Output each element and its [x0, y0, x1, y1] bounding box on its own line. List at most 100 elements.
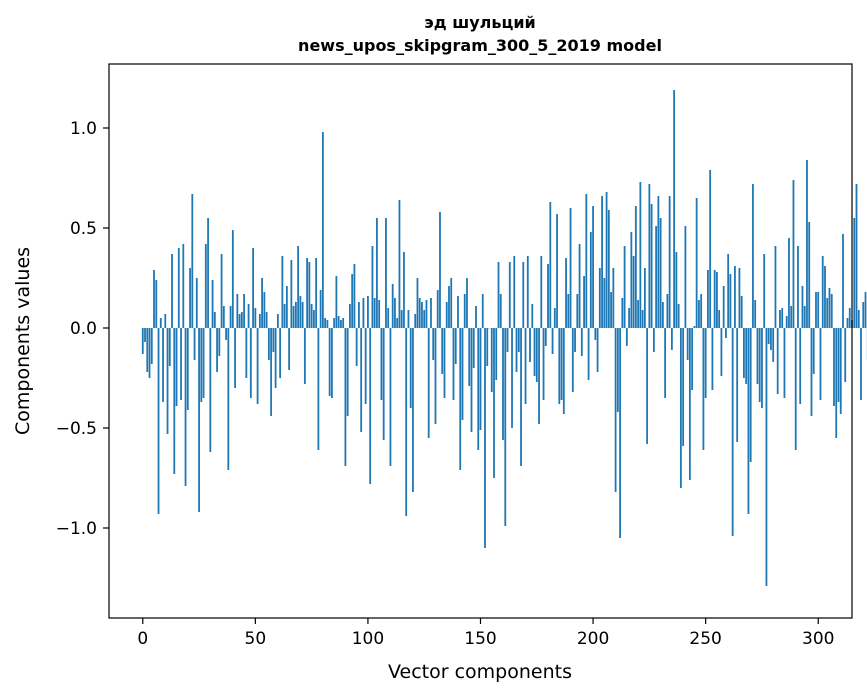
bar-149 — [477, 328, 480, 450]
bar-136 — [448, 286, 450, 328]
bar-151 — [481, 294, 484, 328]
bar-293 — [801, 286, 804, 328]
bar-248 — [700, 294, 703, 328]
bar-1 — [144, 328, 146, 342]
bar-176 — [538, 328, 540, 424]
bar-320 — [862, 302, 865, 328]
bar-186 — [560, 328, 563, 400]
bar-272 — [754, 300, 757, 328]
bar-233 — [666, 294, 669, 328]
bar-196 — [583, 276, 585, 328]
bar-270 — [749, 328, 752, 462]
bar-17 — [180, 328, 182, 400]
bar-146 — [470, 328, 473, 432]
bar-90 — [344, 328, 347, 466]
bar-168 — [520, 328, 522, 466]
bar-107 — [382, 328, 385, 440]
y-axis-label: Components values — [12, 247, 34, 435]
bar-304 — [826, 298, 829, 328]
bar-54 — [263, 292, 266, 328]
bar-197 — [585, 194, 588, 328]
bar-259 — [725, 328, 727, 338]
bar-287 — [788, 238, 790, 328]
bar-316 — [853, 218, 856, 328]
bar-61 — [279, 328, 282, 378]
x-axis-ticks: 0 50 100 150 200 250 300 — [137, 618, 834, 649]
bar-234 — [668, 196, 671, 328]
bar-13 — [171, 254, 173, 328]
bar-32 — [213, 312, 216, 328]
bar-42 — [236, 294, 239, 328]
bar-97 — [360, 328, 363, 432]
bar-79 — [319, 290, 322, 328]
bar-210 — [614, 328, 617, 492]
y-tick-label: 0.5 — [70, 219, 97, 239]
bar-292 — [799, 328, 802, 404]
bar-297 — [810, 328, 813, 416]
bar-9 — [162, 328, 164, 402]
bar-46 — [245, 328, 248, 378]
bar-16 — [177, 248, 180, 328]
bar-51 — [256, 328, 259, 404]
bar-68 — [294, 302, 297, 328]
bar-244 — [691, 328, 694, 390]
bar-29 — [207, 218, 209, 328]
bar-56 — [267, 328, 270, 360]
bar-296 — [808, 222, 811, 328]
bar-45 — [243, 294, 245, 328]
chart-title-line1: эд шульций — [424, 13, 536, 32]
bar-36 — [222, 306, 225, 328]
bar-230 — [659, 218, 662, 328]
bar-298 — [812, 328, 815, 374]
bar-160 — [502, 328, 504, 440]
bar-271 — [752, 184, 754, 328]
bar-0 — [141, 328, 144, 354]
bar-213 — [621, 298, 624, 328]
bar-2 — [146, 328, 149, 372]
bar-240 — [682, 328, 685, 446]
bar-78 — [317, 328, 320, 450]
bar-209 — [612, 268, 615, 328]
bar-235 — [670, 328, 673, 350]
bar-284 — [781, 308, 784, 328]
bar-190 — [569, 208, 572, 328]
bar-193 — [576, 294, 579, 328]
bar-278 — [767, 328, 770, 344]
bar-67 — [292, 306, 295, 328]
bar-289 — [792, 180, 795, 328]
bar-69 — [297, 246, 300, 328]
bar-71 — [301, 302, 304, 328]
bar-279 — [770, 328, 772, 350]
bar-307 — [833, 328, 835, 406]
bar-285 — [783, 328, 786, 398]
bar-155 — [490, 328, 493, 392]
bar-70 — [299, 296, 302, 328]
bar-30 — [209, 328, 212, 452]
bar-225 — [648, 184, 651, 328]
bar-308 — [835, 328, 838, 438]
bar-62 — [281, 256, 284, 328]
x-axis-label: Vector components — [388, 661, 572, 683]
bar-98 — [362, 298, 365, 328]
bar-273 — [756, 328, 759, 384]
bar-52 — [258, 314, 261, 328]
bar-174 — [533, 328, 536, 376]
bar-246 — [695, 198, 698, 328]
bar-83 — [328, 328, 331, 396]
y-axis-ticks: −1.0 −0.5 0.0 0.5 1.0 — [56, 119, 109, 539]
bar-7 — [157, 328, 160, 514]
bar-80 — [321, 132, 324, 328]
bar-226 — [650, 204, 653, 328]
bar-131 — [436, 290, 439, 328]
x-tick-label: 250 — [689, 629, 721, 649]
bar-200 — [592, 206, 594, 328]
bar-75 — [310, 304, 313, 328]
bar-254 — [713, 270, 716, 328]
bar-26 — [200, 328, 203, 402]
bar-94 — [353, 264, 356, 328]
bar-243 — [688, 328, 691, 480]
bar-239 — [679, 328, 682, 488]
bar-18 — [182, 244, 185, 328]
bar-81 — [324, 318, 327, 328]
bar-181 — [549, 202, 552, 328]
